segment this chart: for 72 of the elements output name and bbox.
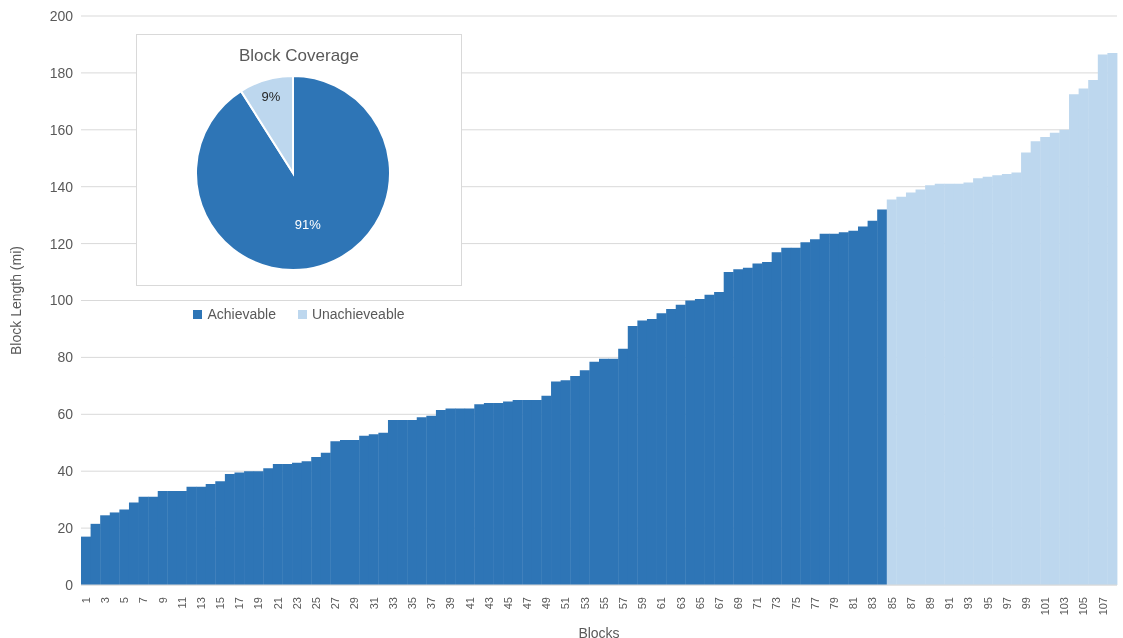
x-tick-label: 87 xyxy=(904,597,917,610)
legend-label: Unachieveable xyxy=(310,306,405,322)
x-tick-label: 53 xyxy=(578,597,591,610)
y-tick-label: 140 xyxy=(49,178,74,195)
x-tick-label: 33 xyxy=(386,597,399,610)
x-tick-label: 1 xyxy=(79,597,92,604)
y-tick-label: 40 xyxy=(57,463,74,480)
x-tick-label: 75 xyxy=(789,597,802,610)
x-tick-label: 7 xyxy=(137,597,150,604)
legend-label: Achievable xyxy=(206,306,276,322)
x-tick-label: 69 xyxy=(732,597,745,610)
x-tick-label: 103 xyxy=(1058,597,1071,616)
y-tick-label: 180 xyxy=(49,64,74,81)
x-tick-label: 89 xyxy=(923,597,936,610)
y-tick-label: 60 xyxy=(57,406,74,423)
y-tick-label: 120 xyxy=(49,235,74,252)
y-tick-label: 200 xyxy=(49,7,74,24)
x-tick-label: 81 xyxy=(847,597,860,610)
y-axis-title: Block Length (mi) xyxy=(7,246,24,355)
x-tick-label: 17 xyxy=(233,597,246,610)
y-tick-label: 20 xyxy=(57,520,74,537)
data-label: 91% xyxy=(294,216,322,232)
x-tick-label: 91 xyxy=(943,597,956,610)
x-tick-label: 65 xyxy=(693,597,706,610)
x-tick-label: 11 xyxy=(175,597,188,609)
x-tick-label: 25 xyxy=(310,597,323,610)
x-tick-label: 51 xyxy=(559,597,572,610)
x-axis-title: Blocks xyxy=(578,625,620,638)
y-tick-label: 0 xyxy=(65,576,74,593)
x-tick-label: 39 xyxy=(444,597,457,610)
y-tick-label: 100 xyxy=(49,292,74,309)
x-tick-label: 67 xyxy=(712,597,725,610)
x-tick-label: 85 xyxy=(885,597,898,610)
x-tick-label: 21 xyxy=(271,597,284,610)
x-tick-label: 47 xyxy=(521,597,534,610)
x-tick-label: 95 xyxy=(981,597,994,610)
x-tick-label: 99 xyxy=(1019,597,1032,610)
x-tick-label: 29 xyxy=(348,597,361,610)
x-tick-label: 43 xyxy=(482,597,495,610)
x-tick-label: 31 xyxy=(367,597,380,610)
x-tick-label: 93 xyxy=(962,597,975,610)
x-tick-label: 55 xyxy=(597,597,610,610)
x-tick-label: 63 xyxy=(674,597,687,610)
x-tick-label: 71 xyxy=(751,597,764,610)
x-tick-label: 73 xyxy=(770,597,783,610)
y-tick-label: 160 xyxy=(49,121,74,138)
x-tick-label: 101 xyxy=(1039,597,1052,616)
x-tick-label: 3 xyxy=(98,597,111,604)
chart-title: Block Coverage xyxy=(238,46,360,66)
x-tick-label: 45 xyxy=(501,597,514,610)
x-tick-label: 79 xyxy=(828,597,841,610)
x-tick-label: 13 xyxy=(194,597,207,610)
x-tick-label: 5 xyxy=(118,597,131,604)
x-tick-label: 61 xyxy=(655,597,668,610)
x-tick-label: 97 xyxy=(1000,597,1013,610)
x-tick-label: 49 xyxy=(540,597,553,610)
x-tick-label: 57 xyxy=(616,597,629,610)
x-tick-label: 35 xyxy=(405,597,418,610)
x-tick-label: 37 xyxy=(425,597,438,610)
x-tick-label: 9 xyxy=(156,597,169,604)
y-tick-label: 80 xyxy=(57,349,74,366)
x-tick-label: 41 xyxy=(463,597,476,610)
x-tick-label: 59 xyxy=(636,597,649,610)
x-tick-label: 19 xyxy=(252,597,265,610)
x-tick-label: 27 xyxy=(329,597,342,610)
x-tick-label: 105 xyxy=(1077,597,1090,616)
x-tick-label: 15 xyxy=(214,597,227,610)
x-tick-label: 107 xyxy=(1096,597,1109,616)
x-tick-label: 77 xyxy=(808,597,821,610)
x-tick-label: 83 xyxy=(866,597,879,610)
x-tick-label: 23 xyxy=(290,597,303,610)
data-label: 9% xyxy=(261,89,281,105)
